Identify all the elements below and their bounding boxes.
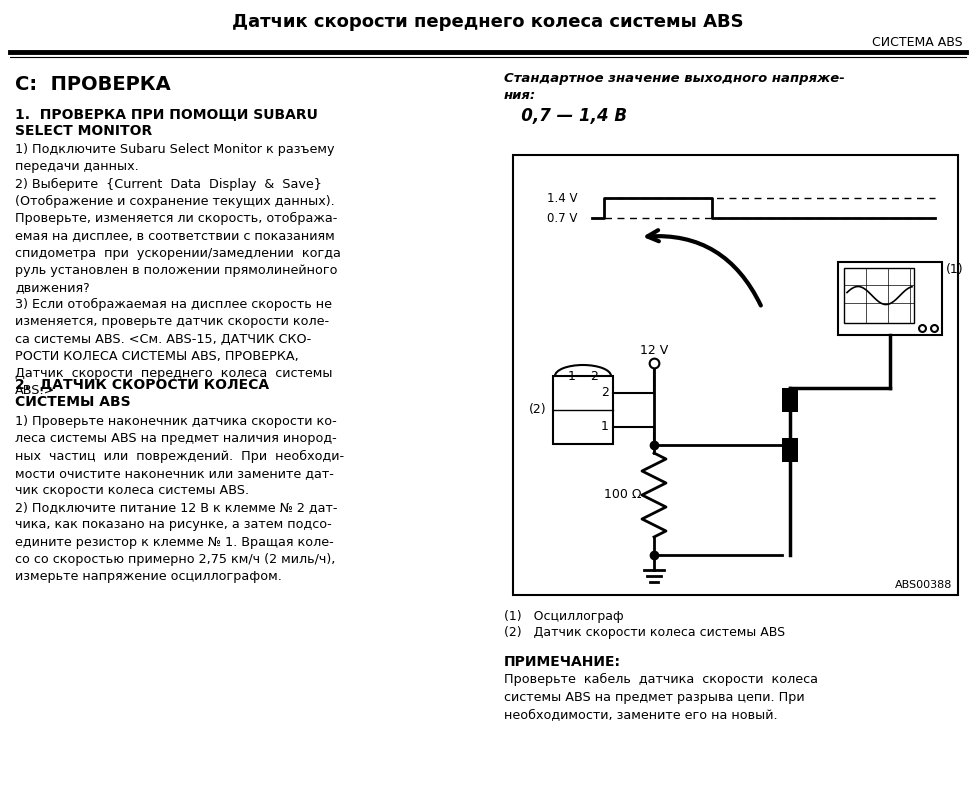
Text: 1: 1 (601, 421, 609, 434)
Bar (513, 155, 958, 595)
Text: 1.  ПРОВЕРКА ПРИ ПОМОЩИ SUBARU
SELECT MONITOR: 1. ПРОВЕРКА ПРИ ПОМОЩИ SUBARU SELECT MON… (15, 107, 318, 138)
Bar (782, 438, 798, 462)
Text: 1: 1 (568, 370, 576, 382)
Text: 0.7 V: 0.7 V (547, 211, 578, 225)
Text: Стандартное значение выходного напряже-: Стандартное значение выходного напряже- (504, 72, 845, 85)
Text: ния:: ния: (504, 89, 536, 102)
Text: 100 Ω: 100 Ω (604, 489, 642, 502)
Text: С:  ПРОВЕРКА: С: ПРОВЕРКА (15, 75, 171, 94)
Text: (2)   Датчик скорости колеса системы ABS: (2) Датчик скорости колеса системы ABS (504, 626, 785, 639)
Text: (2): (2) (529, 403, 547, 417)
Bar (782, 388, 798, 412)
Text: 2: 2 (601, 386, 609, 399)
Text: 12 V: 12 V (640, 343, 669, 357)
Bar (844, 268, 914, 323)
Text: ПРИМЕЧАНИЕ:: ПРИМЕЧАНИЕ: (504, 655, 621, 669)
Text: (1)   Осциллограф: (1) Осциллограф (504, 610, 624, 623)
Text: 2.  ДАТЧИК СКОРОСТИ КОЛЕСА
СИСТЕМЫ ABS: 2. ДАТЧИК СКОРОСТИ КОЛЕСА СИСТЕМЫ ABS (15, 378, 269, 410)
Ellipse shape (555, 365, 611, 387)
Text: 2: 2 (590, 370, 598, 382)
Text: 1) Проверьте наконечник датчика скорости ко-
леса системы ABS на предмет наличия: 1) Проверьте наконечник датчика скорости… (15, 415, 345, 583)
Text: 1) Подключите Subaru Select Monitor к разъему
передачи данных.
2) Выберите  {Cur: 1) Подключите Subaru Select Monitor к ра… (15, 143, 341, 398)
Text: 1.4 V: 1.4 V (547, 191, 578, 205)
Bar (553, 376, 613, 444)
Text: ABS00388: ABS00388 (895, 580, 952, 590)
Bar (838, 262, 942, 335)
Text: 0,7 — 1,4 В: 0,7 — 1,4 В (504, 107, 627, 125)
Text: Датчик скорости переднего колеса системы ABS: Датчик скорости переднего колеса системы… (232, 13, 744, 31)
Text: Проверьте  кабель  датчика  скорости  колеса
системы ABS на предмет разрыва цепи: Проверьте кабель датчика скорости колеса… (504, 673, 818, 721)
Text: СИСТЕМА ABS: СИСТЕМА ABS (873, 35, 963, 49)
Text: (1): (1) (946, 263, 963, 277)
